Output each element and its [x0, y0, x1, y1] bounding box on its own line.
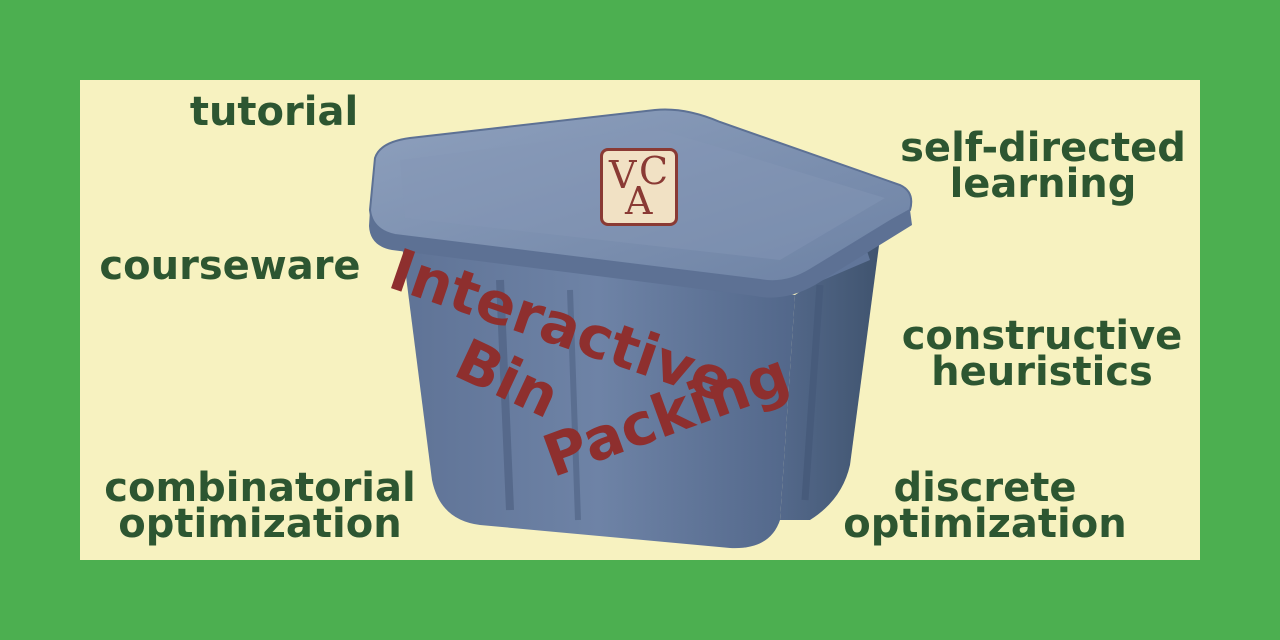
- keyword-discrete-optimization: discrete optimization: [832, 465, 1138, 547]
- vac-logo: V C A: [600, 148, 678, 226]
- keyword-tutorial: tutorial: [184, 89, 364, 135]
- logo-letter-a: A: [625, 179, 653, 223]
- keyword-constructive-heuristics: constructive heuristics: [892, 313, 1192, 395]
- keyword-constructive-line1: constructive: [901, 313, 1183, 359]
- keyword-selfdirected-line1: self-directed: [900, 125, 1186, 171]
- keyword-combinatorial-line1: combinatorial: [104, 465, 416, 511]
- keyword-tutorial-text: tutorial: [189, 89, 359, 135]
- keyword-combinatorial-line2: optimization: [118, 501, 402, 547]
- keyword-discrete-line1: discrete: [893, 465, 1077, 511]
- banner-panel: tutorial courseware combinatorial optimi…: [80, 80, 1200, 560]
- logo-letter-c: C: [639, 149, 669, 193]
- logo-letter-v: V: [609, 153, 637, 197]
- keyword-selfdirected-line2: learning: [949, 161, 1137, 207]
- keyword-courseware: courseware: [88, 243, 372, 289]
- keyword-combinatorial-optimization: combinatorial optimization: [90, 465, 430, 547]
- keyword-self-directed-learning: self-directed learning: [888, 125, 1198, 207]
- keyword-discrete-line2: optimization: [843, 501, 1127, 547]
- keyword-courseware-text: courseware: [99, 243, 361, 289]
- keyword-constructive-line2: heuristics: [931, 349, 1153, 395]
